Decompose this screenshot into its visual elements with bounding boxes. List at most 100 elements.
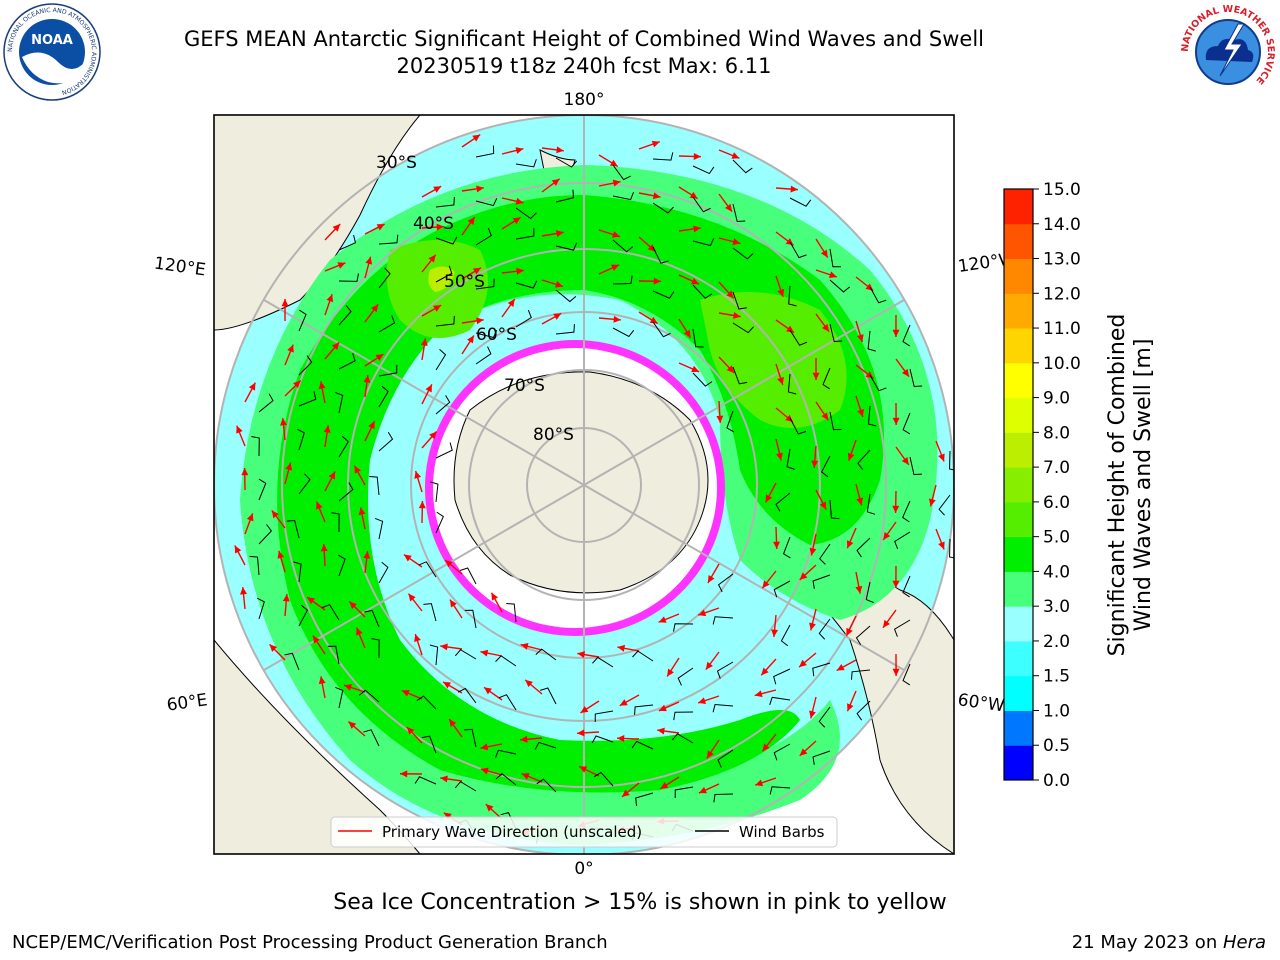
wave-arrow-head — [428, 254, 436, 263]
wind-barb — [293, 561, 302, 583]
footer-host: Hera — [1222, 932, 1266, 953]
wind-barb — [555, 242, 578, 251]
lon-label-120e: 120°E — [153, 253, 207, 280]
wave-arrow-head — [611, 264, 620, 272]
wave-arrow-head — [440, 775, 448, 783]
wind-barb — [321, 604, 340, 621]
wind-barb — [712, 704, 734, 713]
wave-arrow-head — [812, 372, 820, 380]
wave-arrow-head — [617, 734, 625, 742]
wave-arrow-head — [667, 668, 674, 677]
wind-barb — [475, 278, 495, 290]
wave-arrow-head — [480, 743, 489, 751]
wave-arrow-head — [282, 594, 290, 602]
wave-arrow-head — [277, 550, 285, 559]
wind-barb — [949, 538, 954, 559]
lat-label-40s: 40°S — [413, 214, 454, 234]
wind-barb — [857, 449, 871, 470]
wind-barb — [298, 604, 309, 627]
wave-arrow-head — [809, 547, 817, 556]
wave-arrow-head — [337, 262, 346, 269]
wave-arrow-head — [577, 651, 585, 659]
legend-wind-label: Wind Barbs — [739, 823, 825, 841]
wave-arrow-head — [755, 779, 764, 787]
wind-barb — [692, 238, 715, 247]
wave-arrow-head — [790, 185, 798, 193]
wave-arrow-head — [236, 425, 243, 434]
wind-barb — [692, 165, 715, 175]
wind-barb — [773, 743, 791, 761]
wind-barb — [612, 275, 633, 285]
wave-arrow-head — [762, 580, 770, 589]
wave-arrow-head — [484, 687, 492, 695]
lat-label-50s: 50°S — [444, 272, 485, 292]
wind-barb — [789, 241, 807, 259]
wind-barb — [851, 669, 871, 680]
colorbar-segment — [1004, 362, 1033, 399]
wind-barb — [789, 197, 812, 207]
wind-barb — [258, 393, 274, 413]
wave-arrow-head — [731, 152, 740, 159]
wave-arrow-head — [414, 470, 422, 479]
wave-arrow-head — [358, 507, 366, 516]
wind-barb — [769, 786, 791, 795]
wave-arrow-head — [609, 159, 618, 167]
wave-arrow-head — [515, 147, 524, 154]
wave-arrow-head — [732, 238, 741, 246]
wind-barb — [594, 710, 614, 723]
wave-arrow-head — [414, 634, 421, 642]
wind-barb — [423, 603, 437, 622]
wave-arrow-head — [689, 191, 698, 199]
wind-barb — [652, 202, 674, 214]
wind-barb — [819, 543, 831, 565]
wave-arrow-head — [287, 344, 294, 353]
wind-barb — [594, 771, 614, 787]
noaa-logo-text: NOAA — [31, 33, 73, 48]
wave-arrow-head — [401, 690, 410, 697]
wave-arrow-head — [234, 545, 242, 554]
wave-arrow-head — [651, 140, 660, 148]
wave-arrow-head — [892, 329, 900, 337]
wind-barb — [435, 265, 453, 283]
nws-logo: NATIONAL WEATHER SERVICE — [1180, 4, 1276, 100]
wave-arrow-head — [555, 281, 564, 288]
wind-barb — [506, 603, 517, 623]
wave-arrow-head — [809, 622, 816, 631]
wind-barb — [866, 493, 876, 515]
wave-arrow-head — [376, 224, 385, 231]
wave-arrow-head — [733, 312, 741, 319]
map-frame — [213, 114, 955, 855]
wind-barb — [732, 366, 748, 385]
wind-barb — [634, 704, 654, 715]
wave-arrow-head — [318, 676, 326, 685]
wind-barb — [435, 236, 458, 245]
wind-barb — [495, 655, 517, 667]
wave-arrow-head — [657, 727, 665, 735]
wave-arrow-head — [716, 415, 724, 423]
chart-subtitle: 20230519 t18z 240h fcst Max: 6.11 — [396, 54, 772, 78]
wave-arrow-head — [846, 540, 854, 549]
wind-barb — [894, 531, 911, 550]
wave-arrow-head — [649, 316, 658, 324]
wind-barb — [829, 248, 841, 268]
wind-barb — [327, 645, 340, 665]
wave-arrow-head — [901, 457, 909, 465]
wind-barb — [732, 159, 753, 174]
wind-barb — [812, 662, 831, 677]
wind-barbs — [249, 145, 954, 844]
wind-barb — [769, 696, 791, 706]
wind-barb — [459, 567, 477, 585]
wave-arrow-head — [799, 572, 808, 580]
colorbar-segment — [1004, 293, 1033, 329]
wind-barb — [671, 733, 694, 744]
wave-arrow-head — [612, 231, 620, 238]
wind-barb — [632, 650, 654, 662]
wind-barb — [418, 561, 437, 578]
wind-barb — [475, 145, 495, 158]
wind-barb — [298, 391, 317, 407]
wind-barb — [612, 327, 635, 338]
wave-arrow-head — [556, 230, 564, 237]
wind-barb — [829, 279, 851, 293]
wind-barb — [515, 207, 537, 220]
wave-arrow-head — [683, 329, 691, 338]
